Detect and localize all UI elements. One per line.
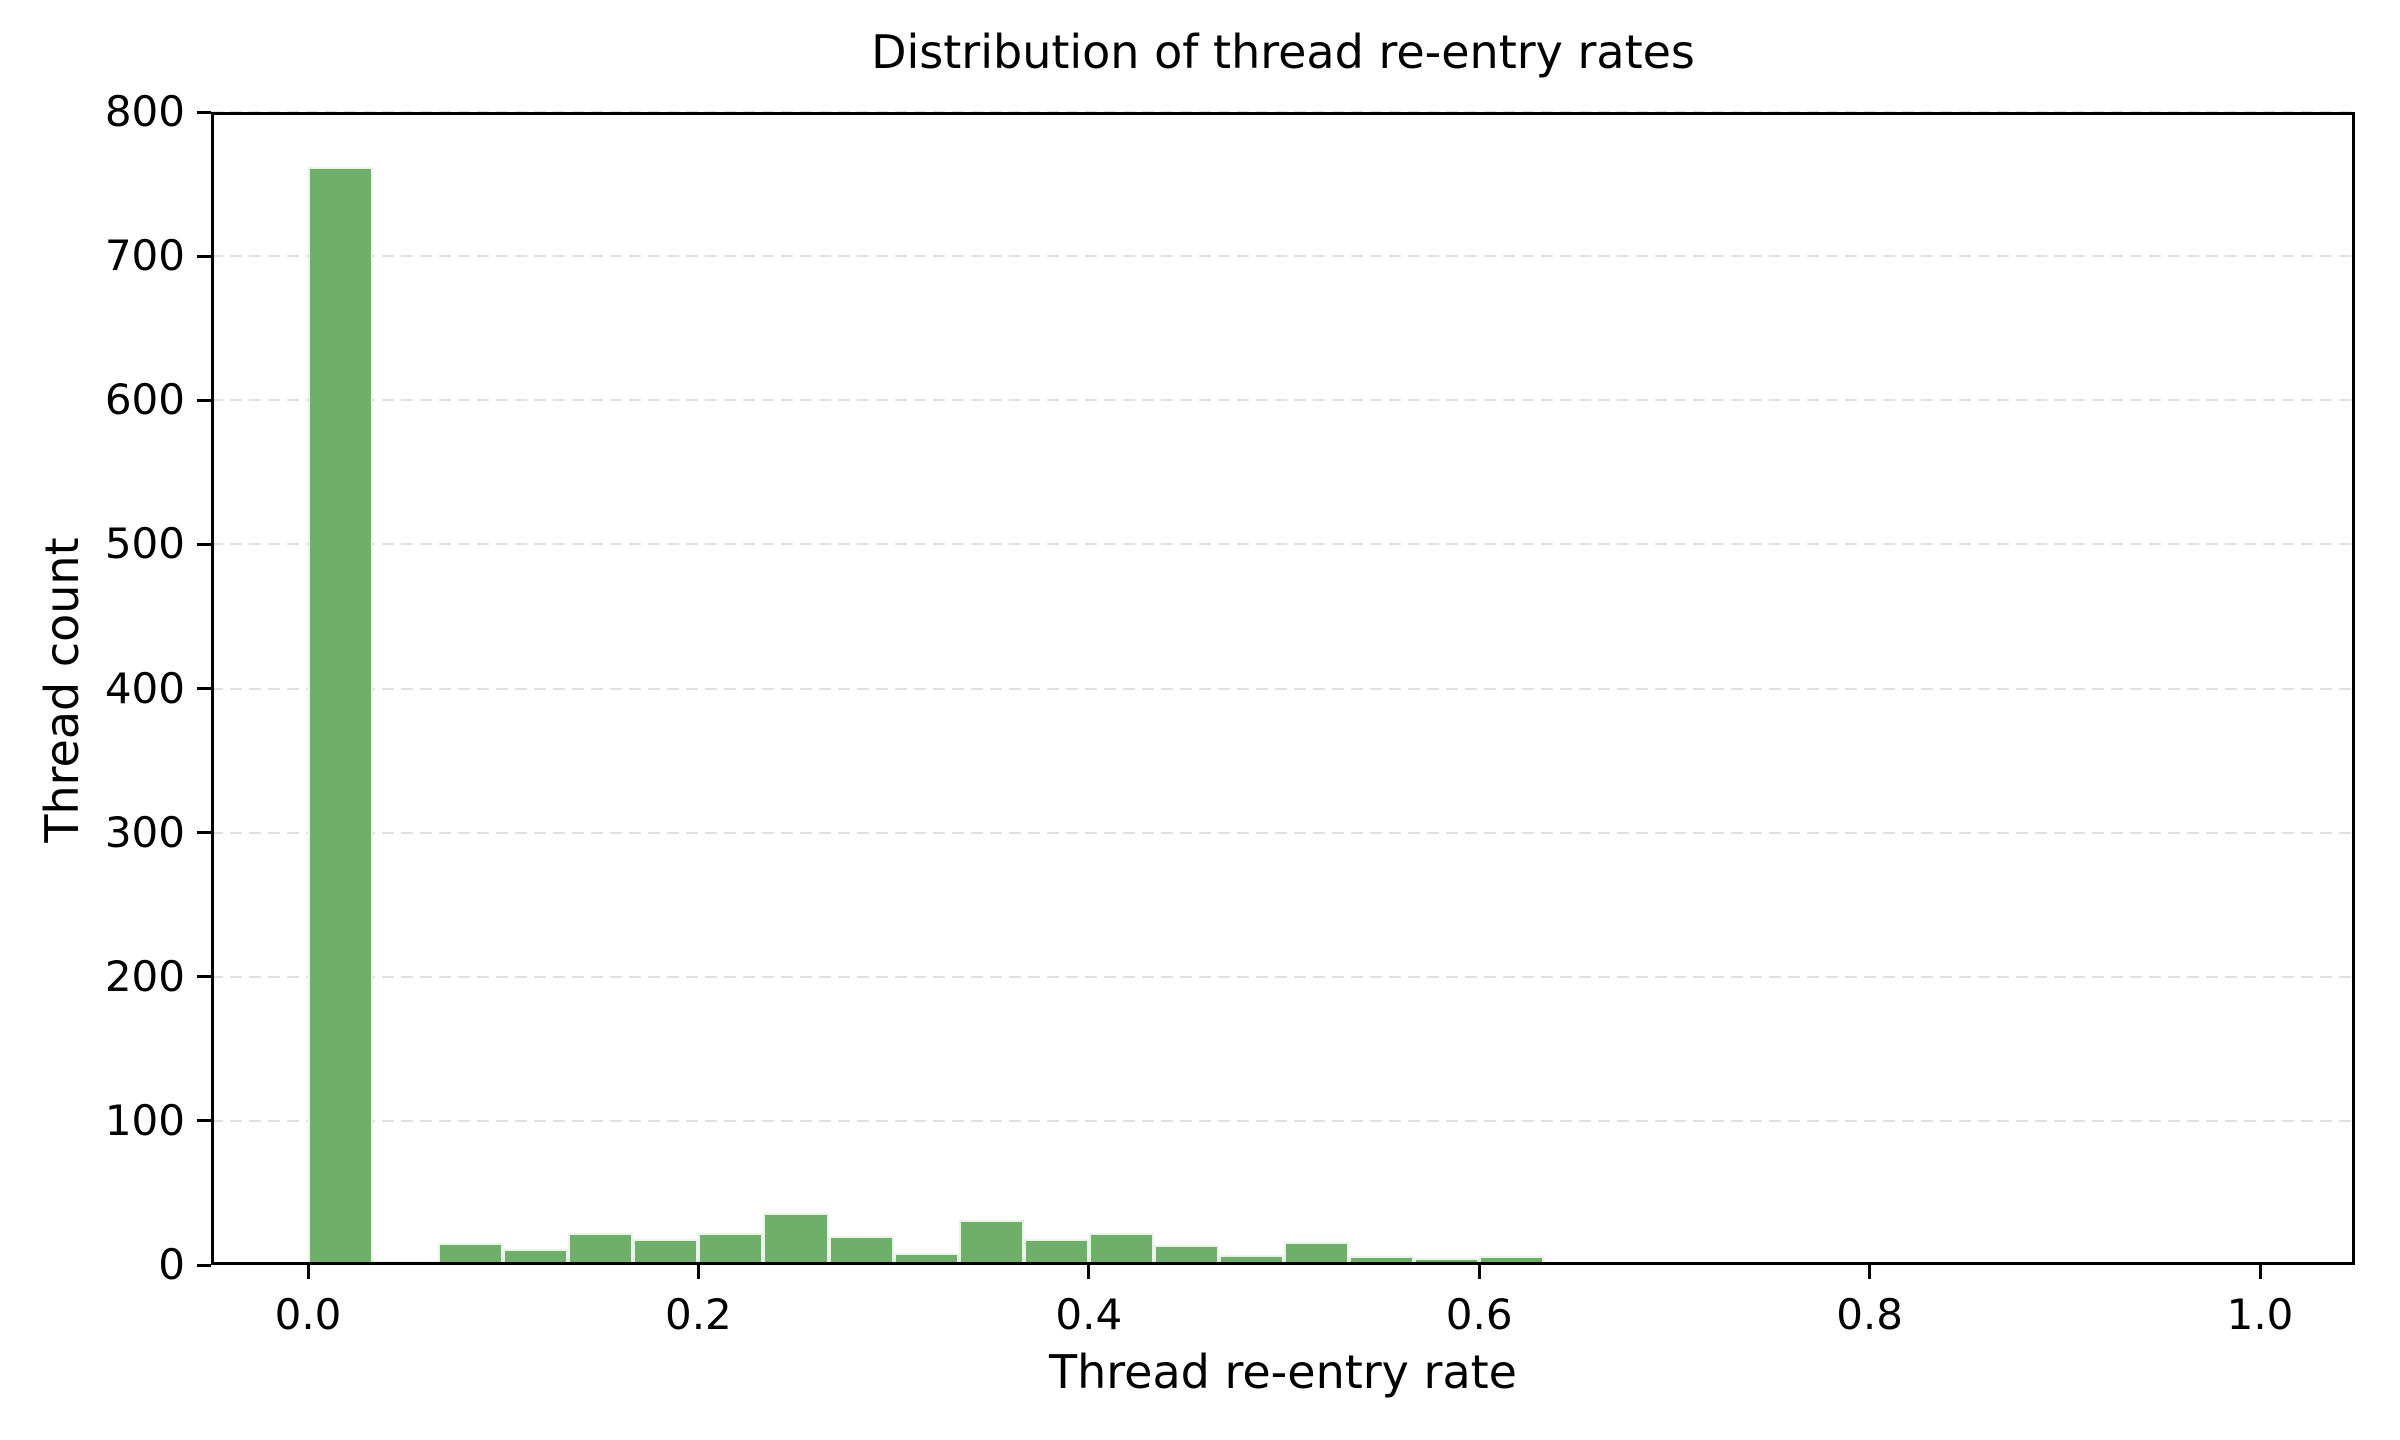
gridline-y-200 <box>211 975 2355 978</box>
x-tick-label: 1.0 <box>2226 1290 2294 1339</box>
histogram-bar <box>763 1213 829 1265</box>
y-tick-label: 800 <box>104 87 185 136</box>
gridline-y-600 <box>211 399 2355 402</box>
histogram-bar <box>633 1239 699 1265</box>
histogram-bar <box>1088 1233 1154 1265</box>
gridline-y-700 <box>211 255 2355 258</box>
histogram-bar <box>308 166 374 1265</box>
histogram-bar <box>1153 1244 1219 1265</box>
histogram-bar <box>1218 1254 1284 1265</box>
y-tick-mark <box>197 1263 211 1267</box>
x-tick-mark <box>1868 1265 1872 1279</box>
histogram-bar <box>438 1243 504 1265</box>
y-tick-mark <box>197 1119 211 1123</box>
y-tick-mark <box>197 975 211 979</box>
histogram-bar <box>373 1260 439 1265</box>
x-tick-label: 0.2 <box>664 1290 732 1339</box>
histogram-bar <box>1609 1262 1675 1265</box>
x-axis-label: Thread re-entry rate <box>1049 1345 1517 1399</box>
x-tick-label: 0.0 <box>274 1290 342 1339</box>
y-tick-mark <box>197 110 211 114</box>
gridline-y-400 <box>211 687 2355 690</box>
histogram-bar <box>1479 1256 1545 1265</box>
x-tick-mark <box>1477 1265 1481 1279</box>
x-tick-mark <box>2258 1265 2262 1279</box>
gridline-y-500 <box>211 543 2355 546</box>
histogram-bar <box>958 1220 1024 1265</box>
y-tick-mark <box>197 831 211 835</box>
plot-area: 0.0 0.2 0.4 0.6 0.8 1.0 0 100 200 300 400 500 600 700… <box>105 88 2355 1339</box>
y-tick-label: 100 <box>104 1095 185 1145</box>
y-tick-mark <box>197 398 211 402</box>
histogram-bar <box>1283 1241 1350 1265</box>
histogram-bar <box>503 1249 569 1265</box>
histogram-bar <box>1023 1239 1089 1265</box>
gridline-y-800 <box>211 111 2355 113</box>
y-tick-label: 700 <box>104 231 185 281</box>
y-tick-label: 600 <box>104 375 185 425</box>
histogram-bar <box>1544 1262 1610 1265</box>
histogram-bar <box>1414 1257 1480 1265</box>
x-tick-mark <box>1087 1265 1091 1279</box>
x-tick-label: 0.8 <box>1836 1290 1903 1339</box>
y-tick-mark <box>197 687 211 690</box>
x-tick-label: 0.4 <box>1055 1290 1123 1339</box>
y-tick-label: 0 <box>158 1240 185 1289</box>
chart-title: Distribution of thread re-entry rates <box>871 25 1695 79</box>
y-tick-mark <box>197 254 211 258</box>
histogram-bar <box>568 1233 634 1265</box>
y-tick-label: 300 <box>104 807 185 857</box>
histogram-bar <box>828 1236 894 1265</box>
gridline-y-300 <box>211 831 2355 834</box>
y-tick-label: 500 <box>104 519 185 569</box>
x-tick-mark <box>696 1265 700 1279</box>
x-tick-label: 0.6 <box>1445 1290 1513 1339</box>
histogram-bar <box>1349 1256 1415 1265</box>
histogram-bar <box>1674 1263 1740 1265</box>
y-tick-label: 400 <box>104 663 185 713</box>
gridline-y-100 <box>211 1119 2355 1122</box>
histogram-bar <box>698 1233 764 1265</box>
histogram-bar <box>893 1253 959 1265</box>
y-tick-mark <box>197 542 211 546</box>
x-tick-mark <box>306 1265 310 1279</box>
y-tick-label: 200 <box>104 951 185 1001</box>
